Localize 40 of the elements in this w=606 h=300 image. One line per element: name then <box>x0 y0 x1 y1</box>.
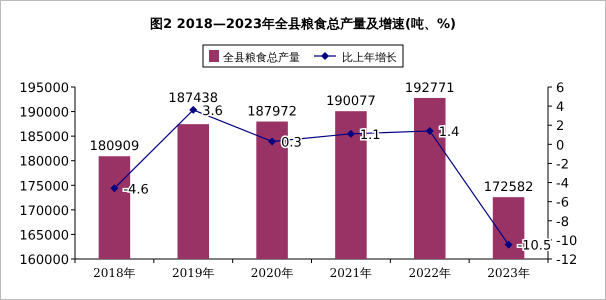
y-tick-label: 195000 <box>19 81 69 96</box>
y2-tick-label: -8 <box>556 214 569 230</box>
legend-label: 全县粮食总产量 <box>223 51 300 64</box>
x-tick-label: 2019年 <box>172 266 215 280</box>
y2-tick-label: -10 <box>556 234 578 249</box>
point <box>426 126 434 135</box>
y-tick-label: 170000 <box>19 204 69 219</box>
x-tick-label: 2023年 <box>487 266 530 280</box>
y2-tick-label: -12 <box>556 253 578 268</box>
point <box>110 184 118 192</box>
y2-tick-label: -6 <box>556 196 569 211</box>
data-label: 3.6 <box>202 104 223 119</box>
x-tick-label: 2022年 <box>408 266 452 280</box>
y-tick-label: 165000 <box>19 228 69 244</box>
y-tick-label: 160000 <box>19 253 69 268</box>
y2-tick-label: 0 <box>556 138 564 154</box>
point <box>268 137 276 146</box>
chart-title: 图2 2018—2023年全县粮食总产量及增速(吨、%) <box>150 16 456 32</box>
y-tick-label: 175000 <box>19 179 69 194</box>
y2-tick-label: 4 <box>556 100 564 116</box>
data-label: 180909 <box>90 139 140 154</box>
data-label: 172582 <box>484 180 534 196</box>
x-tick-label: 2018年 <box>93 266 136 280</box>
point <box>346 130 355 138</box>
y-tick-label: 190000 <box>19 106 69 121</box>
legend-label: 比上年增长 <box>342 51 397 64</box>
point <box>189 106 198 114</box>
data-label: 187972 <box>247 104 297 120</box>
data-label: 187438 <box>168 90 218 106</box>
x-tick-label: 2020年 <box>250 266 294 280</box>
y2-tick-label: 2 <box>556 119 564 134</box>
y-tick-label: 180000 <box>19 154 69 170</box>
data-label: 190077 <box>326 94 376 110</box>
data-label: 192771 <box>404 80 455 96</box>
y2-tick-label: -2 <box>556 157 569 172</box>
y-tick-label: 185000 <box>19 130 69 146</box>
point <box>504 240 513 249</box>
y2-tick-label: 6 <box>556 81 564 96</box>
x-tick-label: 2021年 <box>330 266 372 280</box>
y2-tick-label: -4 <box>556 176 569 192</box>
